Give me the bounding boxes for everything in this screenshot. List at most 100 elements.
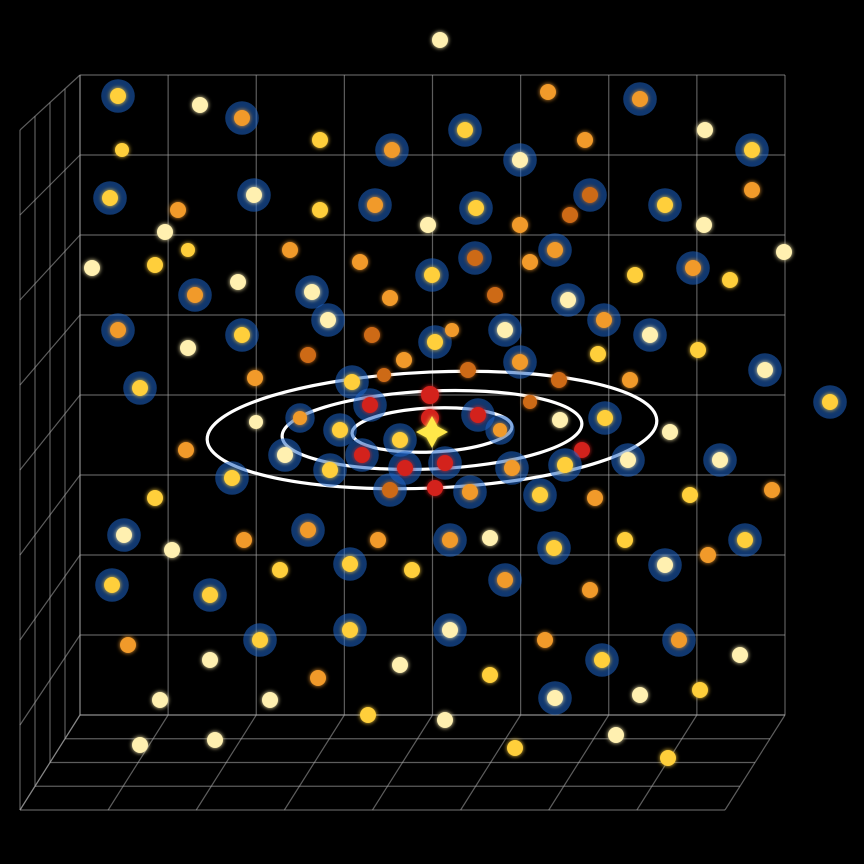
scatter-point [748, 353, 782, 387]
scatter-point [115, 143, 129, 157]
scatter-point [428, 446, 462, 480]
scatter-point [243, 623, 277, 657]
scatter-point [482, 530, 498, 546]
star-icon [360, 707, 376, 723]
star-icon [312, 132, 328, 148]
star-icon [482, 667, 498, 683]
star-icon [110, 88, 126, 104]
scatter-point [123, 371, 157, 405]
scatter-point [623, 82, 657, 116]
scatter-point [632, 687, 648, 703]
star-icon [384, 142, 400, 158]
star-icon [712, 452, 728, 468]
scatter-point [692, 682, 708, 698]
star-icon [462, 484, 478, 500]
scatter-point [249, 415, 263, 429]
scatter-point [676, 251, 710, 285]
star-icon [310, 670, 326, 686]
star-icon [397, 460, 413, 476]
scatter-point [437, 712, 453, 728]
scatter-point [588, 401, 622, 435]
star-icon [115, 143, 129, 157]
scatter-point [482, 667, 498, 683]
scatter-point [202, 652, 218, 668]
star-icon [493, 423, 507, 437]
star-icon [497, 572, 513, 588]
star-icon [764, 482, 780, 498]
scatter-point [460, 362, 476, 378]
star-icon [252, 632, 268, 648]
scatter-point [552, 412, 568, 428]
scatter-point [488, 313, 522, 347]
star-icon [132, 380, 148, 396]
scatter-point [622, 372, 638, 388]
scatter-point [237, 178, 271, 212]
star-icon [596, 312, 612, 328]
star-icon [697, 122, 713, 138]
star-icon [587, 490, 603, 506]
star-icon [152, 692, 168, 708]
star-icon [178, 442, 194, 458]
star-icon [632, 91, 648, 107]
scatter-point [132, 737, 148, 753]
star-icon [577, 132, 593, 148]
star-icon [282, 242, 298, 258]
scatter-point [101, 313, 135, 347]
scatter-point [627, 267, 643, 283]
star-icon [249, 415, 263, 429]
scatter-point [487, 287, 503, 303]
star-icon [262, 692, 278, 708]
scatter-point [744, 182, 760, 198]
scatter-point [225, 318, 259, 352]
scatter-point [573, 178, 607, 212]
scatter-point [333, 613, 367, 647]
star-icon [421, 386, 439, 404]
scatter-point [312, 132, 328, 148]
scatter-point [300, 347, 316, 363]
star-icon [822, 394, 838, 410]
scatter-point [512, 217, 528, 233]
scatter-point [207, 732, 223, 748]
star-icon [482, 530, 498, 546]
star-icon [377, 368, 391, 382]
scatter-point [157, 224, 173, 240]
star-icon [620, 452, 636, 468]
star-icon [732, 647, 748, 663]
scatter-point [453, 475, 487, 509]
star-icon [304, 284, 320, 300]
star-icon [547, 242, 563, 258]
star-icon [460, 362, 476, 378]
star-icon [692, 682, 708, 698]
star-icon [116, 527, 132, 543]
star-icon [497, 322, 513, 338]
scatter-point [345, 438, 379, 472]
scatter-point [333, 547, 367, 581]
star-icon [230, 274, 246, 290]
star-icon [445, 323, 459, 337]
scatter-point [813, 385, 847, 419]
scatter-point [313, 453, 347, 487]
scatter-point [587, 303, 621, 337]
scatter-point [101, 79, 135, 113]
scatter-point [262, 692, 278, 708]
star-icon [696, 217, 712, 233]
star-icon [590, 346, 606, 362]
scatter-point [170, 202, 186, 218]
star-icon [537, 632, 553, 648]
star-icon [364, 327, 380, 343]
scatter-point [181, 243, 195, 257]
scatter-point [551, 372, 567, 388]
star-icon [608, 727, 624, 743]
scatter-point [382, 290, 398, 306]
scatter-point [582, 582, 598, 598]
scatter-point [611, 443, 645, 477]
star-icon [164, 542, 180, 558]
star-icon [120, 637, 136, 653]
scatter-point [722, 272, 738, 288]
scatter-point [282, 242, 298, 258]
scatter-point [703, 443, 737, 477]
scatter-point [120, 637, 136, 653]
scatter-point [178, 442, 194, 458]
scatter-point [375, 133, 409, 167]
star-icon [192, 97, 208, 113]
